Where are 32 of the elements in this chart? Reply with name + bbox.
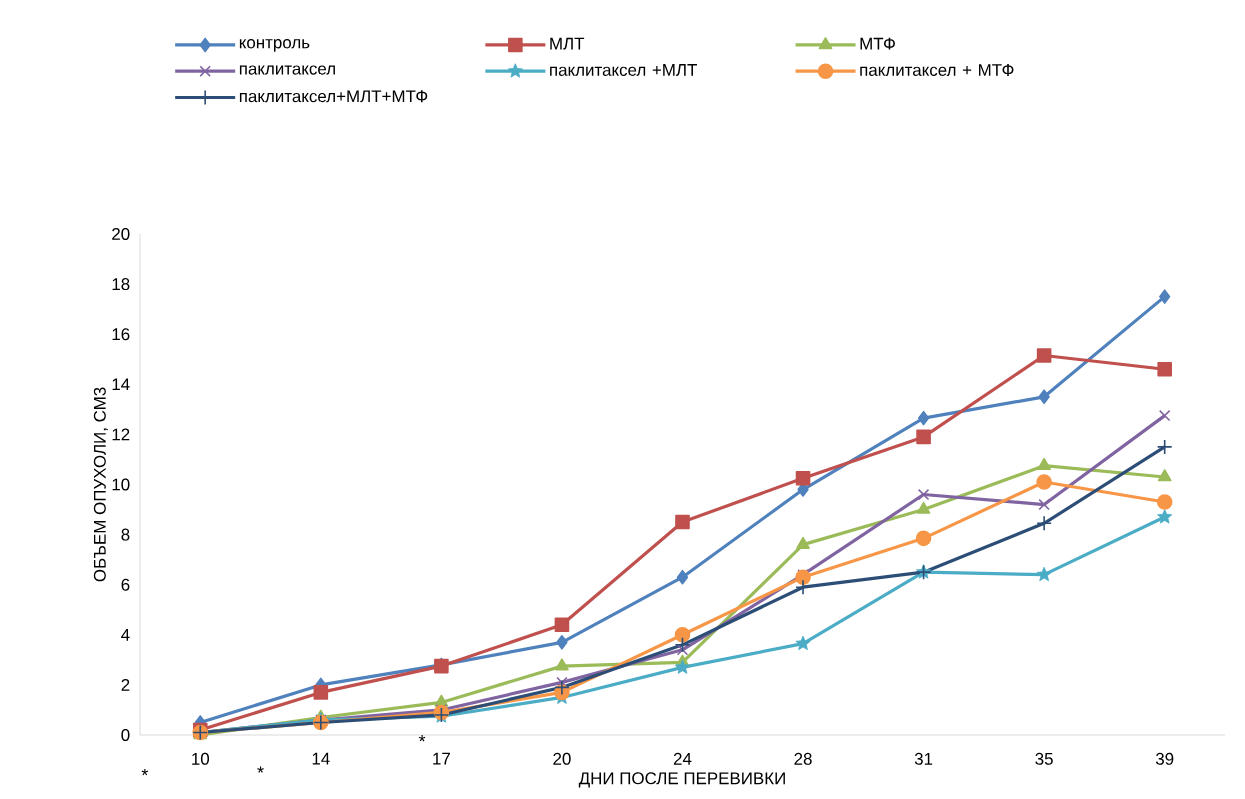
text: * [257, 766, 264, 773]
legend-label: МТФ [860, 37, 895, 50]
x-tick-label: 35 [1035, 752, 1053, 765]
x-tick-label: 39 [1155, 752, 1174, 765]
y-tick-label: 18 [112, 278, 130, 291]
x-tick-label: 20 [553, 752, 571, 765]
y-tick-label: 10 [112, 478, 130, 491]
y-tick-label: 20 [112, 228, 130, 240]
legend-label: МЛТ [550, 37, 585, 50]
y-tick-label: 2 [121, 678, 130, 691]
text: * [418, 735, 426, 742]
legend-label: паклитаксел + МТФ [860, 64, 1014, 76]
y-axis-title: ОБЪЕМ ОПУХОЛИ, СМ3 [93, 387, 108, 582]
y-tick-label: 14 [112, 378, 130, 391]
y-tick-label: 0 [121, 729, 130, 741]
text: * [141, 768, 149, 776]
legend-label: паклитаксел+МЛТ+МТФ [239, 90, 428, 103]
y-tick-label: 8 [121, 528, 130, 541]
x-tick-label: 24 [673, 752, 692, 765]
y-tick-label: 6 [121, 578, 130, 591]
x-tick-label: 31 [914, 752, 933, 765]
x-axis-title: ДНИ ПОСЛЕ ПЕРЕВИВКИ [578, 772, 785, 788]
x-tick-label: 28 [794, 752, 812, 765]
y-tick-label: 16 [112, 328, 130, 341]
x-tick-label: 14 [312, 752, 330, 765]
y-tick-label: 4 [121, 628, 130, 641]
y-tick-label: 12 [112, 428, 130, 441]
legend-label: паклитаксел [239, 65, 335, 75]
x-tick-label: 17 [433, 752, 450, 765]
x-tick-label: 10 [192, 752, 210, 765]
legend-label: паклитаксел +МЛТ [550, 64, 697, 76]
legend-label: контроль [239, 39, 310, 52]
